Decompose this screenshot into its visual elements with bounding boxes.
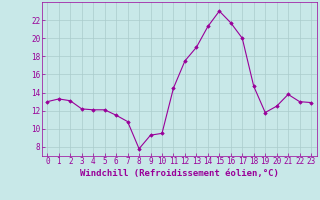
X-axis label: Windchill (Refroidissement éolien,°C): Windchill (Refroidissement éolien,°C) bbox=[80, 169, 279, 178]
